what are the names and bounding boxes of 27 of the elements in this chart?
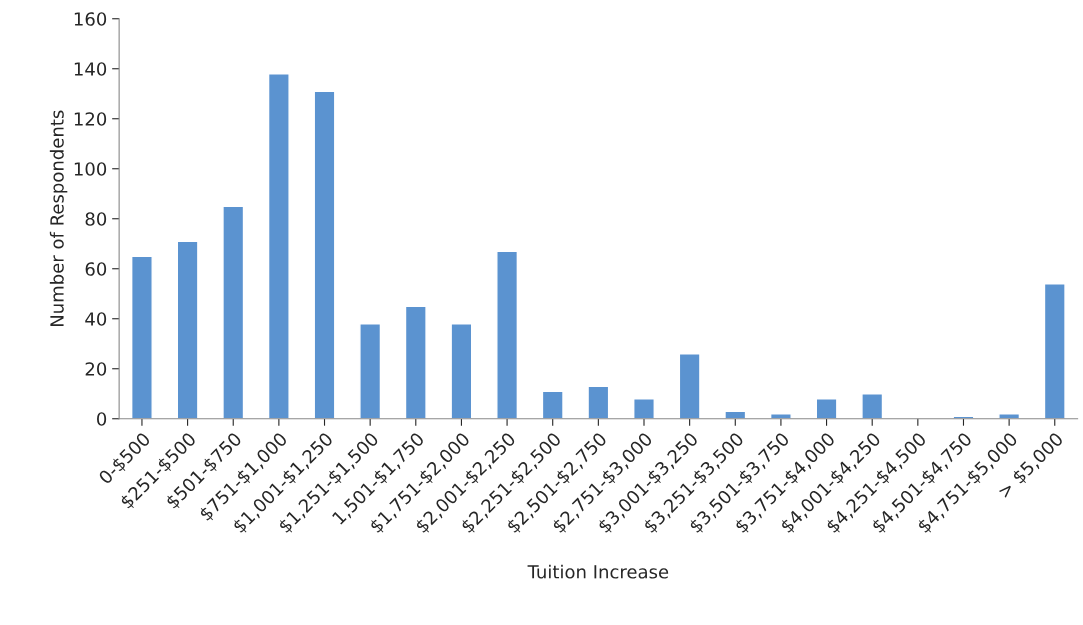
bar xyxy=(1043,283,1066,419)
bar xyxy=(678,353,701,419)
y-tick-label: 0 xyxy=(97,412,107,426)
bar xyxy=(450,323,473,419)
y-tick-label: 20 xyxy=(85,362,107,376)
bar xyxy=(496,250,519,419)
bar xyxy=(130,255,153,419)
y-tick-label: 160 xyxy=(74,12,107,26)
bar xyxy=(541,390,564,419)
bar xyxy=(815,398,838,419)
bar xyxy=(404,305,427,419)
bar xyxy=(176,240,199,419)
y-tick-label: 60 xyxy=(85,262,107,276)
bar xyxy=(359,323,382,419)
y-tick-label: 140 xyxy=(74,62,107,76)
bar xyxy=(861,393,884,419)
y-tick-label: 80 xyxy=(85,212,107,226)
bar xyxy=(587,385,610,419)
y-tick-label: 120 xyxy=(74,112,107,126)
bar xyxy=(633,398,655,419)
bar xyxy=(313,90,336,419)
y-axis-title: Number of Respondents xyxy=(49,110,68,327)
y-tick-label: 40 xyxy=(85,312,107,326)
y-tick-label: 100 xyxy=(74,162,107,176)
bar xyxy=(267,73,290,419)
x-axis-title: Tuition Increase xyxy=(527,564,669,579)
bar xyxy=(222,205,245,419)
